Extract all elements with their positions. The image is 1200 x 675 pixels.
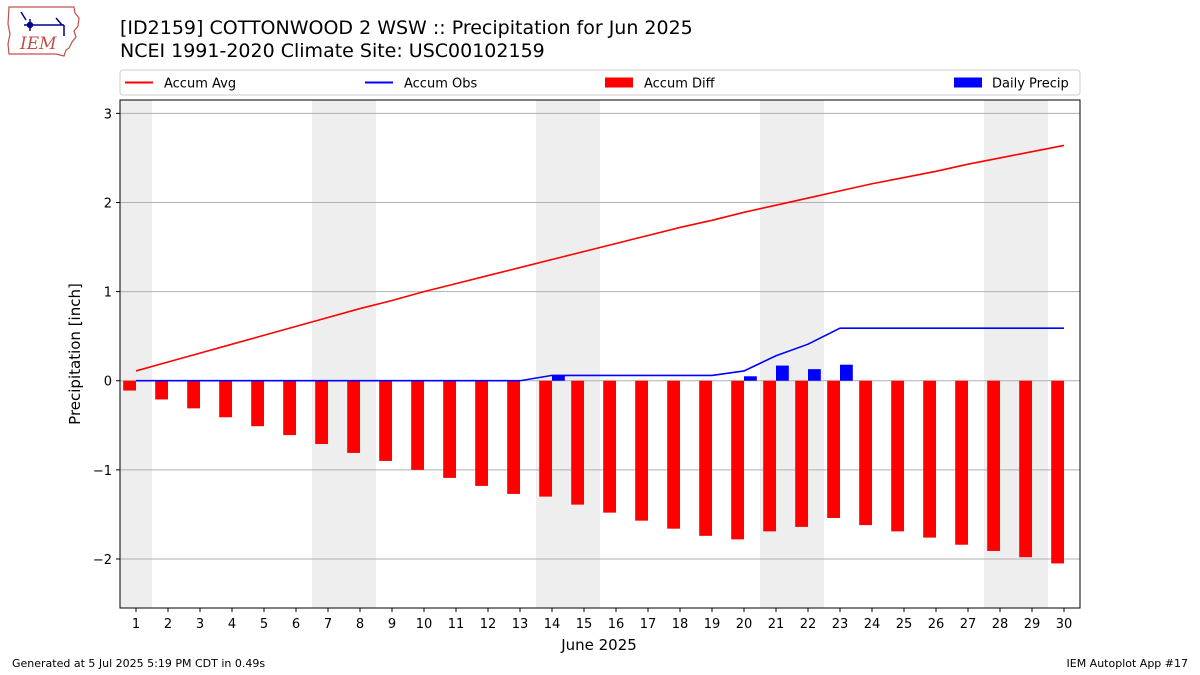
accum-diff-bar <box>187 380 200 409</box>
accum-diff-bar <box>123 380 136 391</box>
weekend-shade <box>760 100 792 608</box>
x-tick-label: 21 <box>768 617 785 632</box>
x-tick-label: 13 <box>512 617 529 632</box>
x-tick-label: 19 <box>704 617 721 632</box>
x-tick-label: 24 <box>864 617 881 632</box>
daily-precip-bar <box>552 375 565 381</box>
accum-obs-line <box>136 327 1064 382</box>
accum-diff-bar <box>475 380 488 486</box>
accum-diff-bar <box>955 380 968 545</box>
accum-diff-bar <box>443 380 456 478</box>
accum-diff-bar <box>667 380 680 529</box>
x-tick-label: 10 <box>416 617 433 632</box>
legend-entry-2: Accum Diff <box>644 77 716 92</box>
accum-avg-line <box>135 144 1065 372</box>
accum-diff-bar <box>1019 380 1032 558</box>
x-tick-label: 30 <box>1056 617 1073 632</box>
x-tick-label: 2 <box>164 617 172 632</box>
accum-diff-bar <box>315 380 328 445</box>
accum-diff-bar <box>859 380 872 526</box>
x-tick-label: 12 <box>480 617 497 632</box>
x-tick-label: 26 <box>928 617 945 632</box>
accum-diff-bar <box>219 380 232 418</box>
x-tick-label: 9 <box>388 617 396 632</box>
accum-diff-bar <box>251 380 264 427</box>
daily-precip-bar <box>840 364 853 381</box>
x-tick-label: 15 <box>576 617 593 632</box>
accum-diff-bar <box>795 380 808 527</box>
x-tick-label: 25 <box>896 617 913 632</box>
weekend-shade <box>344 100 376 608</box>
x-tick-label: 8 <box>356 617 364 632</box>
accum-diff-bar <box>1051 380 1064 564</box>
accum-diff-bar <box>827 380 840 518</box>
y-tick-label: 1 <box>104 286 112 301</box>
x-tick-label: 18 <box>672 617 689 632</box>
legend-entry-1: Accum Obs <box>404 77 477 92</box>
x-tick-label: 20 <box>736 617 753 632</box>
legend-swatch-2 <box>605 77 633 88</box>
accum-diff-bar <box>379 380 392 461</box>
y-tick-label: −1 <box>93 464 112 479</box>
y-tick-label: 2 <box>104 196 112 211</box>
x-tick-label: 17 <box>640 617 657 632</box>
daily-precip-bar <box>808 369 821 381</box>
x-axis-label: June 2025 <box>560 636 637 654</box>
legend-box <box>119 69 1081 96</box>
accum-diff-bar <box>283 380 296 436</box>
x-tick-label: 5 <box>260 617 268 632</box>
accum-diff-bar <box>507 380 520 494</box>
accum-diff-bar <box>923 380 936 538</box>
logo-text: IEM <box>19 34 57 54</box>
accum-diff-bar <box>603 380 616 513</box>
x-tick-label: 23 <box>832 617 849 632</box>
legend-entry-0: Accum Avg <box>164 77 236 92</box>
weekend-shade <box>536 100 568 608</box>
x-tick-label: 27 <box>960 617 977 632</box>
accum-diff-bar <box>347 380 360 453</box>
x-tick-label: 28 <box>992 617 1009 632</box>
x-tick-label: 29 <box>1024 617 1041 632</box>
x-tick-label: 16 <box>608 617 625 632</box>
weekend-shade <box>792 100 824 608</box>
x-tick-label: 7 <box>324 617 332 632</box>
x-tick-label: 22 <box>800 617 817 632</box>
accum-diff-bar <box>411 380 424 470</box>
accum-diff-bar <box>699 380 712 536</box>
accum-diff-bar <box>763 380 776 532</box>
x-tick-label: 14 <box>544 617 561 632</box>
daily-precip-bar <box>744 376 757 381</box>
plot-frame <box>119 99 1081 609</box>
weekend-shade <box>120 100 152 608</box>
daily-precip-bar <box>776 365 789 381</box>
x-tick-label: 11 <box>448 617 465 632</box>
weather-station-icon <box>20 11 65 36</box>
x-tick-label: 6 <box>292 617 300 632</box>
accum-diff-bar <box>731 380 744 540</box>
weekend-shade <box>568 100 600 608</box>
iowa-state-outline <box>7 6 80 57</box>
footer-app-text: IEM Autoplot App #17 <box>1066 657 1189 670</box>
iem-logo: IEM <box>7 6 80 57</box>
y-tick-label: 3 <box>104 107 112 122</box>
footer-generated-text: Generated at 5 Jul 2025 5:19 PM CDT in 0… <box>12 657 266 670</box>
chart-title: [ID2159] COTTONWOOD 2 WSW :: Precipitati… <box>120 17 693 39</box>
y-axis-label: Precipitation [inch] <box>66 283 84 425</box>
x-tick-label: 4 <box>228 617 236 632</box>
legend-entry-3: Daily Precip <box>992 77 1069 92</box>
x-tick-label: 3 <box>196 617 204 632</box>
x-tick-label: 1 <box>132 617 140 632</box>
y-tick-label: −2 <box>93 553 112 568</box>
weekend-shade <box>312 100 344 608</box>
accum-diff-bar <box>987 380 1000 551</box>
accum-diff-bar <box>571 380 584 505</box>
accum-diff-bar <box>155 380 168 400</box>
accum-diff-bar <box>891 380 904 532</box>
y-tick-label: 0 <box>104 375 112 390</box>
accum-diff-bar <box>539 380 552 497</box>
chart-subtitle: NCEI 1991-2020 Climate Site: USC00102159 <box>120 40 545 62</box>
accum-diff-bar <box>635 380 648 521</box>
legend-swatch-3 <box>954 77 982 88</box>
